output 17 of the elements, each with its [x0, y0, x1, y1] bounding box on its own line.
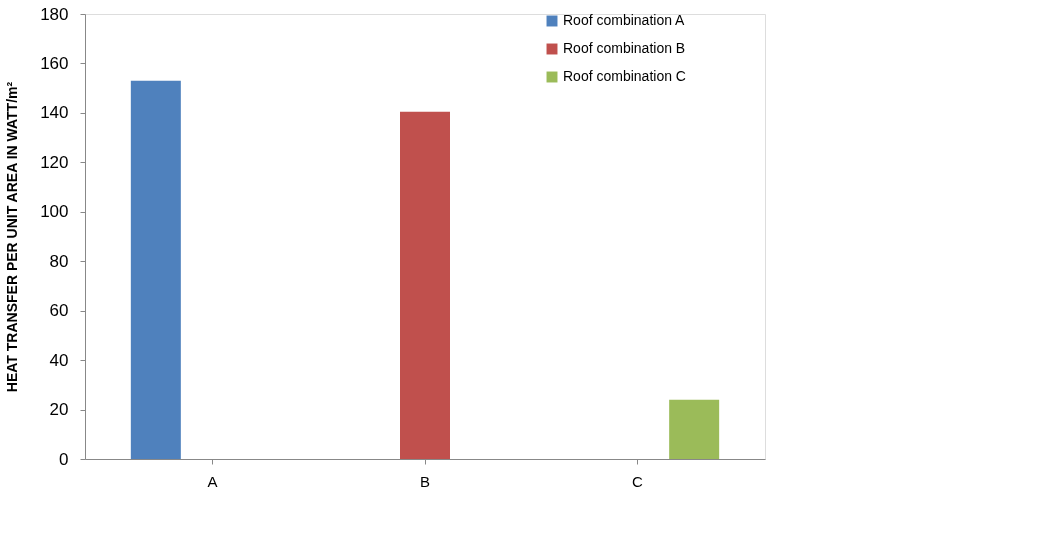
legend-label: Roof combination A [563, 12, 686, 28]
x-tick-label: C [632, 472, 644, 490]
y-tick-label: 60 [49, 301, 69, 321]
y-tick-label: 20 [49, 400, 69, 420]
y-tick-label: 40 [49, 350, 69, 370]
x-tick-label: A [207, 472, 218, 490]
y-tick-label: 180 [40, 4, 69, 24]
y-tick-label: 160 [40, 53, 69, 73]
y-axis-title: HEAT TRANSFER PER UNIT AREA IN WATT/m² [4, 81, 21, 393]
y-tick-label: 0 [59, 449, 69, 469]
x-tick-label: B [419, 472, 431, 490]
y-tick-label: 100 [40, 202, 69, 222]
legend-label: Roof combination B [563, 40, 686, 56]
y-tick-label: 140 [40, 103, 69, 123]
y-tick-label: 80 [49, 251, 69, 271]
legend-label: Roof combination C [563, 68, 686, 84]
y-tick-label: 120 [40, 152, 69, 172]
